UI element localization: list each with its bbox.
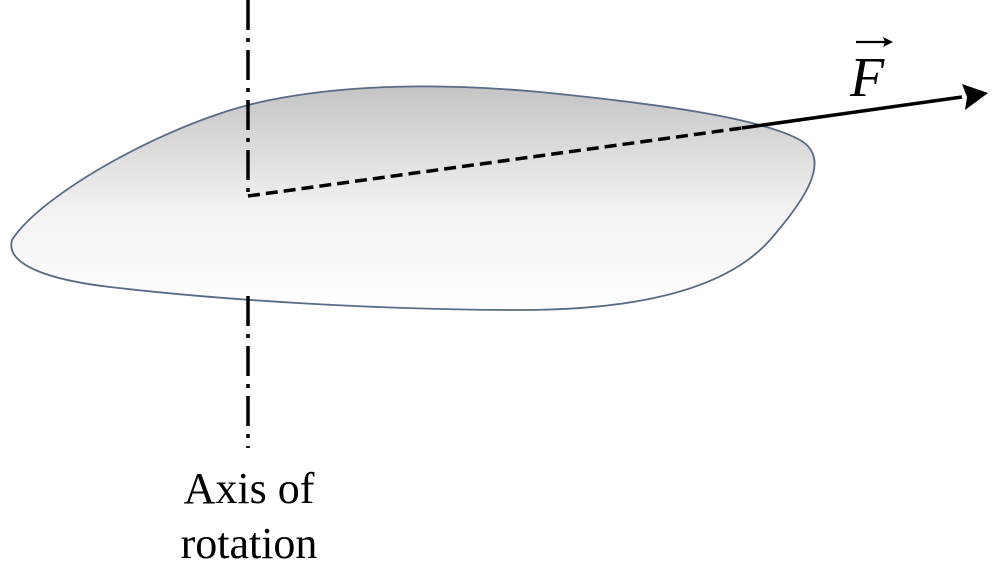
force-label: F bbox=[849, 37, 893, 109]
force-overarrow-head-icon bbox=[883, 37, 893, 47]
force-symbol: F bbox=[849, 47, 885, 109]
force-vector-line bbox=[741, 95, 963, 130]
axis-label-line1: Axis of bbox=[184, 464, 315, 513]
axis-label-line2: rotation bbox=[181, 519, 318, 568]
position-dashed-line bbox=[247, 126, 743, 198]
force-arrowhead-icon bbox=[962, 84, 988, 110]
rigid-body-shape bbox=[10, 85, 816, 311]
